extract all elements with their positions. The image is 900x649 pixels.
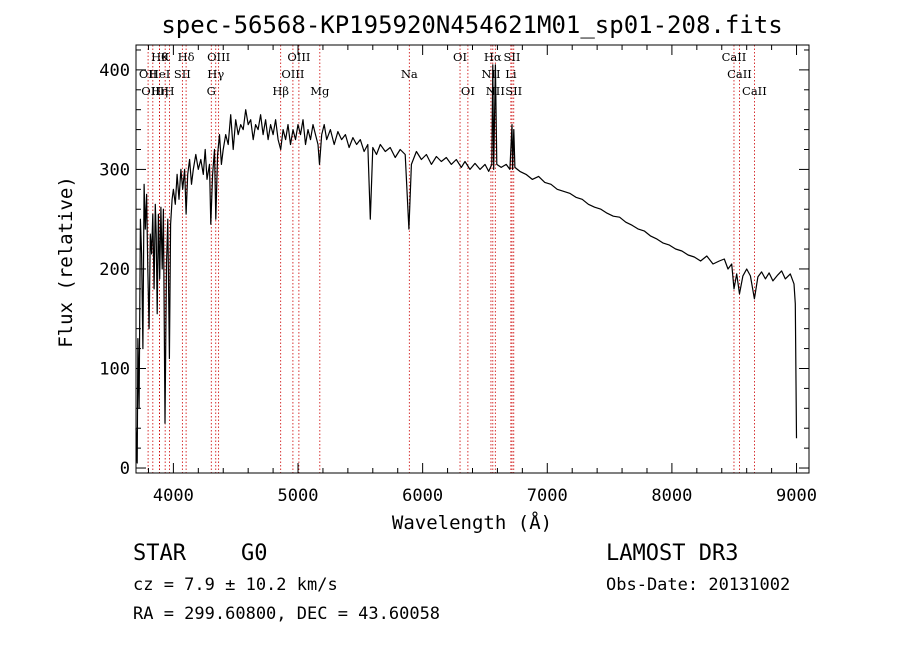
line-label-oi: OI bbox=[453, 50, 467, 64]
line-label-hβ: Hβ bbox=[272, 84, 289, 98]
survey-name: LAMOST DR3 bbox=[606, 541, 738, 566]
line-label-oi: OI bbox=[461, 84, 475, 98]
line-label-oiii: OIII bbox=[207, 50, 230, 64]
y-tick-label: 300 bbox=[99, 160, 130, 180]
spectral-subclass: G0 bbox=[241, 541, 268, 566]
line-label-k: K bbox=[161, 50, 170, 64]
observation-date: Obs-Date: 20131002 bbox=[606, 575, 790, 595]
line-label-mg: Mg bbox=[310, 84, 330, 98]
line-label-nii: NII bbox=[481, 67, 500, 81]
object-class: STAR bbox=[133, 541, 187, 566]
x-tick-label: 8000 bbox=[651, 486, 692, 506]
x-tick-label: 5000 bbox=[278, 486, 319, 506]
line-label-caii: CaII bbox=[742, 84, 767, 98]
chart-title: spec-56568-KP195920N454621M01_sp01-208.f… bbox=[161, 11, 782, 39]
line-label-caii: CaII bbox=[722, 50, 747, 64]
line-label-sii: SII bbox=[174, 67, 191, 81]
line-label-hei: HeI bbox=[149, 67, 170, 81]
line-label-oiii: OIII bbox=[287, 50, 310, 64]
y-axis-label: Flux (relative) bbox=[55, 176, 77, 348]
line-label-h: H bbox=[165, 84, 175, 98]
line-label-li: Li bbox=[505, 67, 517, 81]
spectrum-series-line bbox=[135, 64, 798, 464]
y-tick-label: 200 bbox=[99, 260, 130, 280]
y-tick-label: 0 bbox=[120, 459, 130, 479]
line-label-hδ: Hδ bbox=[178, 50, 195, 64]
line-label-sii: SII bbox=[504, 50, 521, 64]
line-label-sii: SII bbox=[505, 84, 522, 98]
line-label-na: Na bbox=[401, 67, 418, 81]
coordinates: RA = 299.60800, DEC = 43.60058 bbox=[133, 604, 440, 624]
line-label-oiii: OIII bbox=[141, 84, 164, 98]
x-axis-label: Wavelength (Å) bbox=[392, 511, 552, 534]
plot-frame bbox=[135, 44, 810, 474]
line-label-hθ: Hθ bbox=[151, 50, 168, 64]
line-label-hα: Hα bbox=[484, 50, 502, 64]
x-tick-label: 6000 bbox=[402, 486, 443, 506]
line-label-oii: OII bbox=[139, 67, 158, 81]
x-tick-label: 9000 bbox=[776, 486, 817, 506]
line-label-hγ: Hγ bbox=[207, 67, 224, 81]
emission-line-labels: OII OIII Hθ HeI Hη K H SII Hδ G Hγ OIII Hβ OIII OIII Mg… bbox=[139, 50, 767, 98]
x-tick-label: 4000 bbox=[153, 486, 194, 506]
line-label-hη: Hη bbox=[151, 84, 168, 98]
x-tick-label: 7000 bbox=[527, 486, 568, 506]
y-tick-label: 100 bbox=[99, 359, 130, 379]
redshift-cz: cz = 7.9 ± 10.2 km/s bbox=[133, 575, 338, 595]
y-tick-label: 400 bbox=[99, 61, 130, 81]
line-label-g: G bbox=[207, 84, 216, 98]
emission-line-markers bbox=[147, 45, 755, 473]
line-label-caii: CaII bbox=[727, 67, 752, 81]
line-label-oiii: OIII bbox=[281, 67, 304, 81]
axis-ticks: 4000 5000 6000 7000 8000 9000 0 100 200 300 400 bbox=[99, 45, 817, 506]
